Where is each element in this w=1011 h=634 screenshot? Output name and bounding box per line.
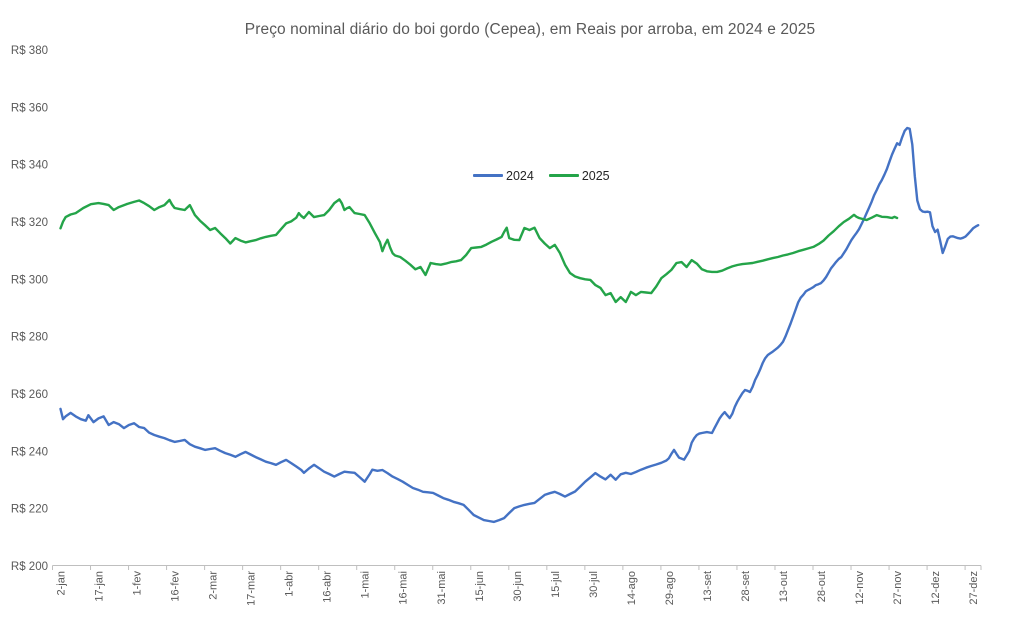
x-axis-tick-label: 16-abr [322,571,334,603]
x-axis-tick-label: 28-set [740,571,752,602]
x-axis-tick-label: 1-fev [132,571,144,596]
legend-label-2025: 2025 [581,168,610,183]
y-axis-tick-label: R$ 280 [11,332,48,344]
x-axis-tick-label: 13-out [778,571,790,602]
x-axis-tick-label: 27-nov [892,571,904,605]
x-axis-tick-label: 15-jul [550,571,562,598]
x-axis-tick-label: 17-jan [94,571,106,602]
y-axis-tick-label: R$ 320 [11,217,48,229]
x-axis-tick-label: 2-mar [208,571,220,600]
x-axis-tick-label: 29-ago [664,571,676,605]
x-axis-tick-label: 1-mai [360,571,372,599]
x-axis-tick-label: 16-fev [170,571,182,602]
x-axis-tick-label: 12-dez [930,571,942,605]
y-axis-tick-label: R$ 340 [11,160,48,172]
series-line-2025 [59,198,899,304]
x-axis-tick-label: 31-mai [436,571,448,605]
legend-item-2024: 2024 [473,169,534,183]
legend-item-2025: 2025 [548,168,610,183]
x-axis-tick-label: 17-mar [246,571,258,606]
legend-swatch-2024 [473,174,503,177]
y-axis-tick-label: R$ 300 [11,274,48,286]
x-axis-tick-label: 28-out [816,571,828,602]
y-axis-tick-label: R$ 380 [11,45,48,57]
x-axis-tick-label: 15-jun [474,571,486,602]
x-axis-tick-label: 13-set [702,571,714,602]
legend-swatch-2025 [548,174,579,177]
chart-title: Preço nominal diário do boi gordo (Cepea… [244,21,816,38]
x-axis-tick-label: 30-jul [588,571,600,598]
x-axis-tick-label: 27-dez [968,571,980,605]
x-axis-tick-label: 14-ago [626,571,638,605]
y-axis-tick-label: R$ 200 [11,561,48,573]
y-axis-tick-label: R$ 220 [11,504,48,516]
y-axis-tick-label: R$ 360 [11,102,48,114]
y-axis-tick-label: R$ 240 [11,446,48,458]
x-axis-tick-label: 16-mai [398,571,410,605]
chart-legend: 2024 2025 [473,168,610,183]
legend-label-2024: 2024 [506,168,534,183]
x-axis-tick-label: 30-jun [512,571,524,602]
x-axis-tick-label: 2-jan [56,571,68,595]
x-axis-tick-label: 1-abr [284,571,296,597]
x-axis-tick-label: 12-nov [854,571,866,605]
y-axis-tick-label: R$ 260 [11,389,48,401]
series-line-2024 [59,126,980,524]
